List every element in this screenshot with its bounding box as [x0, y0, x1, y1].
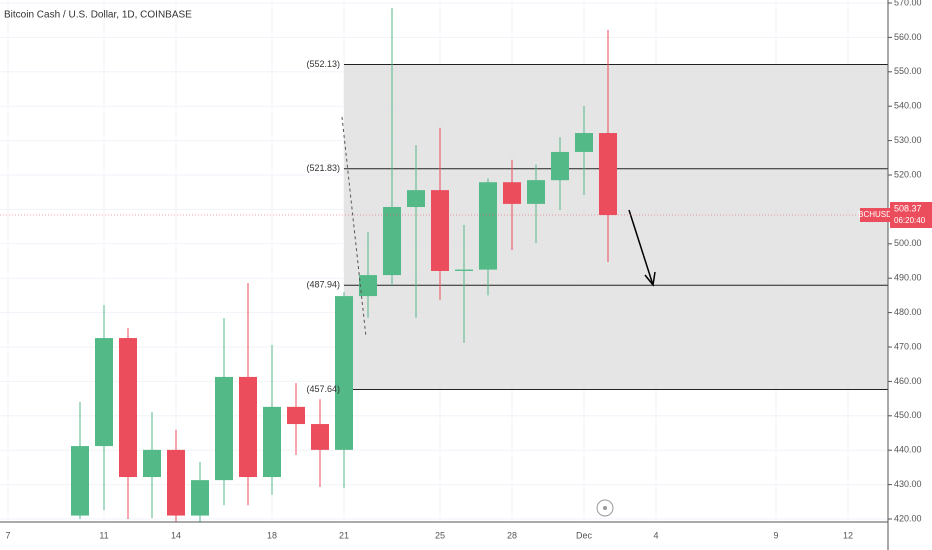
y-tick-label: 520.00	[894, 169, 922, 179]
candle-body	[311, 424, 329, 450]
zone-fill	[344, 64, 888, 390]
y-tick-label: 500.00	[894, 238, 922, 248]
x-tick-label: 11	[99, 530, 108, 540]
candle-body	[263, 406, 281, 478]
zone	[344, 63, 888, 391]
candle-body	[191, 480, 209, 516]
level-label: (521.83)	[306, 163, 340, 173]
x-tick-label: Dec	[576, 530, 593, 540]
candle-body	[527, 180, 545, 204]
y-tick-label: 560.00	[894, 32, 922, 42]
arrow-head	[644, 271, 656, 287]
y-tick-label: 490.00	[894, 273, 922, 283]
x-tick-label: 21	[339, 530, 349, 540]
symbol-tag	[860, 208, 890, 223]
y-tick-label: 540.00	[894, 101, 922, 111]
candle-body	[335, 296, 353, 450]
candle-body	[143, 449, 161, 478]
arrow	[628, 209, 654, 286]
candle-body	[359, 275, 377, 297]
y-tick-label: 470.00	[894, 341, 922, 351]
x-tick-label: 18	[267, 530, 277, 540]
candle-body	[71, 446, 89, 516]
candle-body	[95, 338, 113, 447]
candle-body	[479, 182, 497, 270]
x-tick-label: 4	[653, 530, 658, 540]
y-tick-label: 570.00	[894, 0, 922, 7]
y-tick-label: 530.00	[894, 135, 922, 145]
x-tick-label: 28	[507, 530, 517, 540]
y-tick-label: 440.00	[894, 445, 922, 455]
candle-body	[383, 206, 401, 276]
x-tick-label: 25	[435, 530, 445, 540]
chart-title: Bitcoin Cash / U.S. Dollar, 1D, COINBASE	[4, 10, 192, 21]
candle-body	[431, 190, 449, 271]
candle-body	[239, 376, 257, 478]
candle-body	[503, 182, 521, 204]
candle-body	[455, 269, 473, 271]
nav-icon-dot	[603, 506, 607, 510]
candle-body	[287, 406, 305, 425]
candle-body	[599, 133, 617, 216]
candle-body	[551, 151, 569, 181]
y-tick-label: 460.00	[894, 376, 922, 386]
y-tick-label: 450.00	[894, 410, 922, 420]
x-tick-label: 12	[843, 530, 853, 540]
candle-body	[119, 338, 137, 478]
level-label: (487.94)	[306, 280, 340, 290]
level-label: (552.13)	[306, 59, 340, 69]
level-label: (457.64)	[306, 384, 340, 394]
candles	[71, 8, 617, 522]
trend-line	[341, 116, 367, 338]
candle-body	[215, 376, 233, 481]
y-tick-label: 430.00	[894, 479, 922, 489]
candle-body	[407, 190, 425, 207]
countdown-label: 06:20:40	[894, 216, 926, 225]
price-tag	[890, 202, 932, 229]
y-tick-label: 480.00	[894, 307, 922, 317]
x-tick-label: 14	[171, 530, 181, 540]
y-tick-label: 420.00	[894, 513, 922, 523]
price-label: 508.37	[894, 203, 922, 213]
symbol-label: BCHUSD	[858, 210, 892, 219]
x-tick-label: 9	[773, 530, 778, 540]
x-tick-label: 7	[5, 530, 10, 540]
y-tick-label: 550.00	[894, 66, 922, 76]
candle-body	[575, 133, 593, 152]
candle-body	[167, 449, 185, 516]
